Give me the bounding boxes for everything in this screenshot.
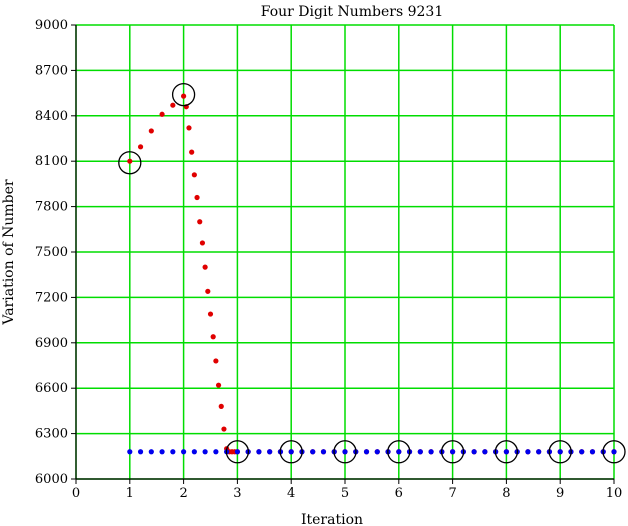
- x-tick-label: 9: [556, 486, 564, 501]
- x-tick-label: 0: [72, 486, 80, 501]
- x-axis-label: Iteration: [301, 512, 363, 526]
- data-point-circle: [171, 82, 196, 107]
- data-point: [450, 449, 456, 455]
- data-point: [148, 449, 154, 455]
- data-point: [471, 449, 477, 455]
- data-point-circle: [602, 440, 626, 464]
- data-point: [189, 149, 195, 155]
- y-tick-label: 8400: [35, 109, 68, 124]
- data-point: [202, 264, 208, 270]
- data-point: [234, 449, 240, 455]
- grid: [75, 24, 615, 480]
- y-tick-label: 8700: [35, 63, 68, 78]
- data-point-circle: [225, 440, 250, 464]
- y-tick-label: 6600: [35, 381, 68, 396]
- data-point-circle: [548, 440, 572, 464]
- data-point: [181, 449, 187, 455]
- data-point: [170, 449, 176, 455]
- data-point: [525, 449, 531, 455]
- data-point: [557, 449, 563, 455]
- data-point: [127, 449, 133, 455]
- data-point: [267, 449, 273, 455]
- data-point: [396, 449, 402, 455]
- data-point-circle: [440, 440, 465, 464]
- y-tick-label: 7200: [35, 290, 68, 305]
- data-point: [589, 449, 596, 455]
- x-tick-label: 1: [126, 486, 134, 501]
- data-point-circle: [494, 440, 519, 464]
- data-point: [148, 128, 154, 134]
- data-point: [199, 240, 206, 246]
- data-point: [170, 102, 176, 108]
- data-point: [363, 449, 370, 455]
- data-point: [127, 158, 133, 164]
- data-point: [159, 449, 165, 455]
- x-tick-label: 6: [395, 486, 403, 501]
- data-point: [202, 449, 208, 455]
- data-point: [611, 449, 617, 455]
- x-tick-label: 8: [502, 486, 510, 501]
- data-point: [213, 449, 219, 455]
- data-marks: [118, 82, 626, 464]
- data-point-circle: [387, 440, 411, 464]
- data-point: [194, 194, 200, 201]
- data-point: [221, 426, 227, 432]
- data-point: [256, 449, 262, 455]
- data-point: [186, 125, 192, 131]
- data-point: [191, 449, 197, 455]
- y-tick-label: 7500: [35, 245, 68, 260]
- data-point: [137, 144, 144, 150]
- y-tick-label: 8100: [35, 154, 68, 169]
- data-point: [181, 93, 187, 99]
- data-point-circle: [279, 440, 303, 464]
- y-tick-label: 7800: [35, 200, 68, 215]
- y-tick-label: 6900: [35, 336, 68, 351]
- x-tick-label: 5: [341, 486, 349, 501]
- data-point: [218, 403, 224, 409]
- y-tick-label: 6300: [35, 427, 68, 442]
- data-point: [503, 449, 509, 455]
- data-point: [482, 449, 488, 455]
- data-point: [417, 449, 423, 455]
- data-point: [159, 111, 165, 117]
- data-point: [342, 449, 348, 455]
- x-tick-label: 2: [179, 486, 187, 501]
- x-tick-label: 7: [448, 486, 456, 501]
- data-point-circle: [118, 151, 142, 175]
- data-point: [191, 172, 197, 178]
- data-point: [579, 449, 585, 455]
- data-point: [137, 449, 144, 455]
- y-axis-label: Variation of Number: [1, 179, 17, 326]
- y-tick-label: 9000: [35, 18, 68, 33]
- x-tick-label: 3: [233, 486, 241, 501]
- chart-title: Four Digit Numbers 9231: [261, 4, 444, 20]
- tick-labels: 0 1 2 3 4 5 6 7 8 9 10 6000 6300 6600 6900 7200 7500 7800…: [35, 18, 622, 501]
- data-point: [288, 449, 294, 455]
- y-tick-label: 6000: [35, 472, 68, 487]
- x-tick-label: 10: [606, 486, 623, 501]
- data-point: [205, 288, 211, 294]
- data-point: [320, 449, 327, 455]
- data-point: [215, 382, 222, 388]
- axes: [71, 24, 615, 484]
- data-point: [197, 219, 203, 225]
- data-point: [213, 358, 219, 364]
- data-point: [428, 449, 434, 455]
- data-point: [536, 449, 542, 455]
- data-point: [207, 311, 214, 317]
- data-point: [374, 449, 380, 455]
- data-point: [210, 334, 216, 340]
- x-tick-label: 4: [287, 486, 295, 501]
- data-point-circle: [333, 440, 357, 464]
- data-point: [310, 449, 316, 455]
